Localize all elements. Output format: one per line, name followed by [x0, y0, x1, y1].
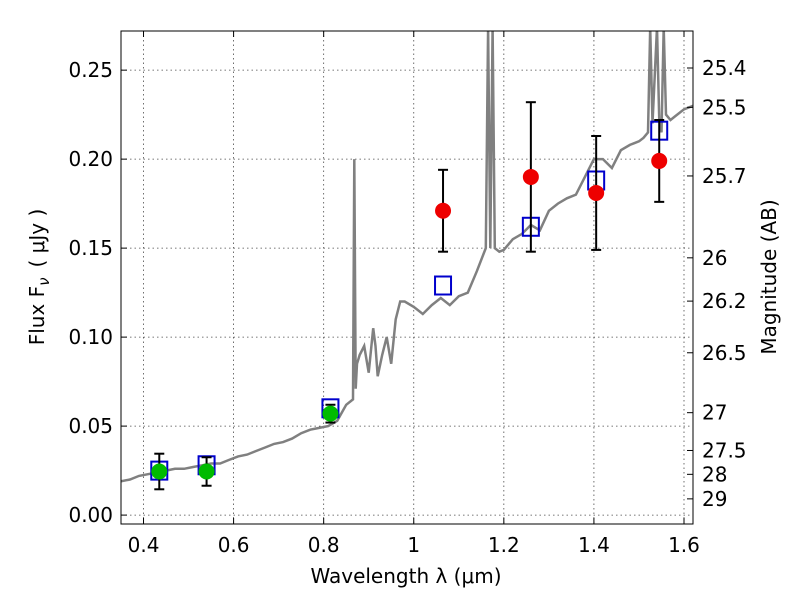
y-tick-label: 0.05 [68, 414, 113, 438]
axis-ticks: 0.4 0.6 0.8 1 1.2 1.4 1.6 0.00 0.05 0.10 0.15 0.20 0… [68, 31, 747, 557]
mag-tick-label: 25.7 [702, 164, 747, 188]
y-tick-label: 0.10 [68, 325, 113, 349]
y2-axis-label: Magnitude (AB) [757, 199, 781, 354]
mag-tick-label: 27 [702, 401, 727, 425]
model-square-marker [434, 275, 453, 296]
mag-tick-label: 25.4 [702, 56, 747, 80]
green-data-point [151, 463, 168, 480]
x-tick-label: 0.6 [218, 533, 250, 557]
mag-tick-label: 26.5 [702, 341, 747, 365]
red-data-point [522, 168, 539, 185]
mag-tick-label: 26 [702, 246, 727, 270]
y-axis-label-subscript: ν [35, 277, 53, 285]
x-tick-label: 0.4 [128, 533, 160, 557]
red-data-point [588, 184, 605, 201]
mag-tick-label: 25.5 [702, 95, 747, 119]
y-axis-label: Flux Fν ( μJy ) [25, 209, 53, 346]
grid-lines [121, 31, 693, 524]
plot-data [121, 31, 693, 491]
x-tick-label: 1.6 [668, 533, 700, 557]
mag-tick-label: 28 [702, 462, 727, 486]
y-tick-label: 0.00 [68, 503, 113, 527]
x-tick-label: 1.2 [488, 533, 520, 557]
red-data-point [651, 152, 668, 169]
spectrum-line [121, 31, 693, 483]
x-tick-label: 0.8 [308, 533, 340, 557]
x-tick-label: 1 [407, 533, 420, 557]
y-tick-label: 0.25 [68, 58, 113, 82]
green-data-point [198, 463, 215, 480]
y-axis-label-unit: ( μJy ) [25, 209, 49, 268]
plot-frame [120, 30, 694, 525]
mag-tick-label: 26.2 [702, 289, 747, 313]
mag-tick-label: 27.5 [702, 438, 747, 462]
red-data-point [435, 202, 452, 219]
x-axis-label: Wavelength λ (μm) [310, 564, 501, 588]
y-tick-label: 0.20 [68, 147, 113, 171]
x-tick-label: 1.4 [578, 533, 610, 557]
mag-tick-label: 29 [702, 487, 727, 511]
green-data-point [322, 405, 339, 422]
y-tick-label: 0.15 [68, 236, 113, 260]
y-axis-label-text: Flux F [25, 286, 49, 345]
